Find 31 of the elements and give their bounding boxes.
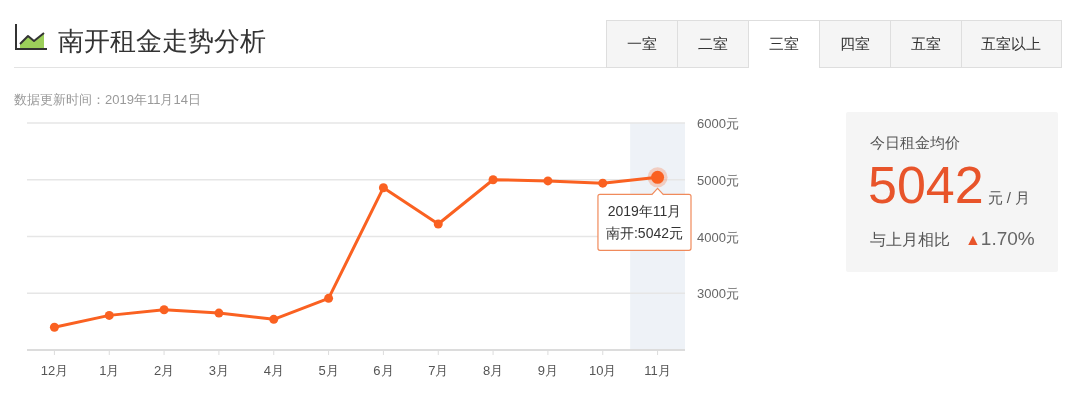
x-tick-label: 1月	[99, 363, 120, 378]
card-value: 5042	[868, 156, 984, 214]
card-unit: 元 / 月	[987, 189, 1031, 206]
tooltip-text: 南开:5042元	[605, 225, 683, 242]
y-tick-label: 4000元	[697, 229, 739, 245]
title: 南开租金走势分析	[58, 26, 266, 56]
x-tick-label: 11月	[644, 363, 671, 378]
card-change: ▲1.70%	[965, 228, 1035, 249]
tab-label: 五室以上	[981, 35, 1041, 52]
x-tick-label: 6月	[373, 363, 394, 378]
subtitle: 数据更新时间：2019年11月14日	[14, 92, 201, 107]
x-tick-label: 5月	[318, 363, 339, 378]
x-tick-label: 2月	[153, 363, 175, 378]
x-tick-label: 7月	[428, 363, 449, 378]
tab-label: 一室	[626, 35, 657, 52]
x-tick-label: 4月	[263, 363, 284, 378]
y-tick-label: 5000元	[697, 172, 739, 188]
y-tick-label: 6000元	[697, 116, 739, 131]
tooltip-text: 2019年11月	[607, 203, 682, 220]
x-tick-label: 9月	[537, 363, 559, 378]
tab-label: 四室	[839, 35, 870, 52]
card-label: 与上月相比	[870, 231, 950, 248]
x-tick-label: 3月	[208, 363, 230, 378]
x-tick-label: 12月	[40, 363, 69, 378]
tab-label: 五室	[910, 35, 941, 52]
x-tick-label: 10月	[589, 363, 617, 378]
x-tick-label: 8月	[482, 363, 504, 378]
tab-label: 三室	[768, 35, 799, 52]
tab-label: 二室	[697, 35, 728, 52]
y-tick-label: 3000元	[697, 286, 739, 302]
card-title: 今日租金均价	[870, 134, 960, 151]
